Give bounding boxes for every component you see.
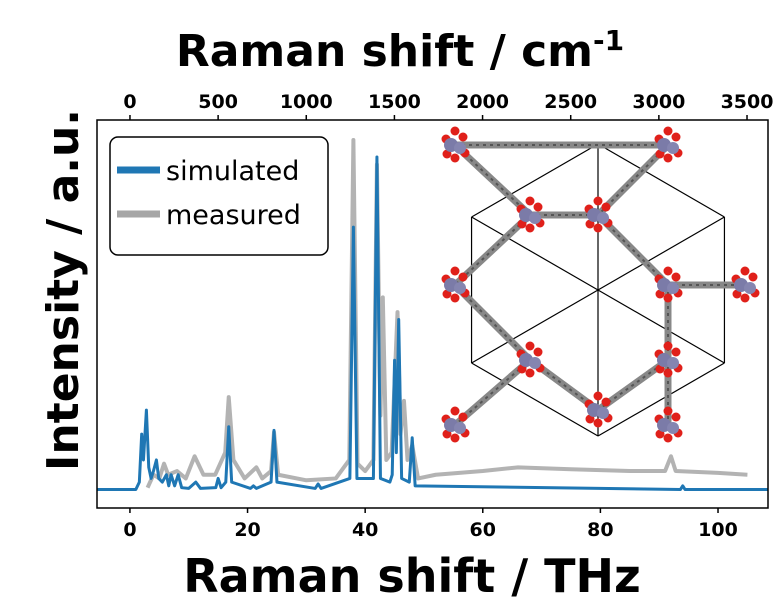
oxygen-atom — [672, 133, 681, 142]
x2-tick-label: 0 — [123, 91, 136, 113]
oxygen-atom — [602, 398, 611, 407]
x2-tick-label: 1500 — [368, 91, 421, 113]
x-tick-label: 80 — [587, 519, 613, 541]
x-tick-label: 0 — [123, 519, 136, 541]
metal-atom — [667, 142, 679, 154]
oxygen-atom — [526, 342, 535, 351]
oxygen-atom — [451, 127, 460, 136]
x2-tick-label: 2000 — [456, 91, 509, 113]
x2-tick-label: 3500 — [721, 91, 773, 113]
oxygen-atom — [526, 197, 535, 206]
legend-box — [110, 137, 328, 255]
metal-atom — [454, 422, 466, 434]
legend-label: measured — [166, 200, 301, 231]
oxygen-atom — [594, 224, 603, 233]
oxygen-atom — [451, 294, 460, 303]
top-axis-title-sup: -1 — [593, 24, 624, 57]
legend: simulated measured — [110, 137, 328, 255]
x-tick-label: 60 — [470, 519, 496, 541]
oxygen-atom — [594, 392, 603, 401]
top-axis-title: Raman shift / cm-1 — [176, 24, 624, 77]
x2-tick-label: 1000 — [280, 91, 333, 113]
x-tick-label: 100 — [698, 519, 738, 541]
oxygen-atom — [664, 127, 673, 136]
oxygen-atom — [451, 154, 460, 163]
x2-tick-label: 2500 — [544, 91, 597, 113]
oxygen-atom — [451, 267, 460, 276]
oxygen-atom — [594, 419, 603, 428]
x-tick-label: 20 — [234, 519, 260, 541]
oxygen-atom — [672, 413, 681, 422]
structure-inset — [442, 127, 760, 443]
metal-atom — [597, 212, 609, 224]
oxygen-atom — [664, 267, 673, 276]
oxygen-atom — [451, 407, 460, 416]
x2-tick-label: 500 — [198, 91, 238, 113]
oxygen-atom — [526, 369, 535, 378]
oxygen-atom — [459, 413, 468, 422]
oxygen-atom — [664, 294, 673, 303]
legend-label: simulated — [166, 156, 299, 187]
y-axis-title: Intensity / a.u. — [38, 109, 89, 471]
oxygen-atom — [459, 133, 468, 142]
metal-atom — [667, 357, 679, 369]
top-axis-title-text: Raman shift / cm — [176, 26, 593, 77]
oxygen-atom — [664, 342, 673, 351]
oxygen-atom — [741, 294, 750, 303]
oxygen-atom — [749, 273, 758, 282]
oxygen-atom — [534, 203, 543, 212]
metal-atom — [454, 142, 466, 154]
x-tick-label: 40 — [352, 519, 378, 541]
oxygen-atom — [672, 348, 681, 357]
oxygen-atom — [534, 348, 543, 357]
oxygen-atom — [741, 267, 750, 276]
oxygen-atom — [672, 273, 681, 282]
metal-atom — [529, 212, 541, 224]
oxygen-atom — [594, 197, 603, 206]
oxygen-atom — [602, 203, 611, 212]
metal-atom — [454, 282, 466, 294]
metal-atom — [667, 282, 679, 294]
oxygen-atom — [451, 434, 460, 443]
metal-atom — [529, 357, 541, 369]
oxygen-atom — [526, 224, 535, 233]
oxygen-atom — [664, 154, 673, 163]
oxygen-atom — [664, 407, 673, 416]
oxygen-atom — [664, 434, 673, 443]
oxygen-atom — [459, 273, 468, 282]
oxygen-atom — [664, 369, 673, 378]
metal-atom — [667, 422, 679, 434]
x-axis-title: Raman shift / THz — [183, 549, 641, 603]
chart: 0204060801000500100015002000250030003500… — [0, 0, 773, 604]
metal-atom — [597, 407, 609, 419]
x2-tick-label: 3000 — [632, 91, 685, 113]
metal-atom — [744, 282, 756, 294]
